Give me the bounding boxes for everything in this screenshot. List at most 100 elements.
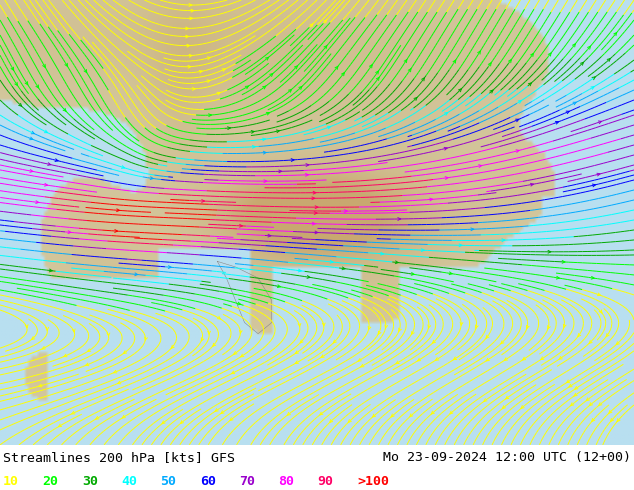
FancyArrowPatch shape bbox=[72, 329, 75, 332]
FancyArrowPatch shape bbox=[344, 210, 347, 213]
FancyArrowPatch shape bbox=[207, 57, 210, 60]
FancyArrowPatch shape bbox=[84, 70, 87, 73]
FancyArrowPatch shape bbox=[410, 414, 413, 417]
FancyArrowPatch shape bbox=[444, 113, 448, 115]
FancyArrowPatch shape bbox=[588, 46, 590, 49]
FancyArrowPatch shape bbox=[58, 424, 61, 427]
FancyArrowPatch shape bbox=[266, 57, 269, 60]
FancyArrowPatch shape bbox=[42, 346, 45, 349]
FancyArrowPatch shape bbox=[508, 60, 511, 63]
FancyArrowPatch shape bbox=[207, 80, 210, 83]
FancyArrowPatch shape bbox=[209, 114, 211, 117]
FancyArrowPatch shape bbox=[46, 327, 49, 330]
FancyArrowPatch shape bbox=[36, 201, 39, 203]
FancyArrowPatch shape bbox=[213, 343, 216, 346]
FancyArrowPatch shape bbox=[64, 354, 67, 357]
FancyArrowPatch shape bbox=[327, 126, 330, 129]
FancyArrowPatch shape bbox=[122, 166, 124, 169]
FancyArrowPatch shape bbox=[611, 418, 614, 421]
FancyArrowPatch shape bbox=[488, 63, 491, 66]
FancyArrowPatch shape bbox=[598, 121, 602, 123]
FancyArrowPatch shape bbox=[295, 351, 299, 353]
FancyArrowPatch shape bbox=[306, 173, 308, 176]
FancyArrowPatch shape bbox=[25, 82, 28, 85]
FancyArrowPatch shape bbox=[449, 272, 452, 275]
FancyArrowPatch shape bbox=[48, 163, 51, 166]
FancyArrowPatch shape bbox=[168, 266, 171, 269]
FancyArrowPatch shape bbox=[459, 244, 462, 246]
FancyArrowPatch shape bbox=[358, 359, 361, 361]
FancyArrowPatch shape bbox=[609, 410, 612, 413]
FancyArrowPatch shape bbox=[298, 269, 301, 272]
Text: 20: 20 bbox=[42, 475, 58, 489]
FancyArrowPatch shape bbox=[531, 53, 533, 56]
FancyArrowPatch shape bbox=[573, 102, 576, 105]
FancyArrowPatch shape bbox=[569, 384, 572, 387]
FancyArrowPatch shape bbox=[36, 85, 39, 88]
FancyArrowPatch shape bbox=[431, 411, 434, 414]
FancyArrowPatch shape bbox=[450, 411, 453, 414]
FancyArrowPatch shape bbox=[276, 130, 280, 133]
FancyArrowPatch shape bbox=[599, 310, 602, 313]
FancyArrowPatch shape bbox=[298, 323, 301, 326]
FancyArrowPatch shape bbox=[295, 361, 299, 364]
FancyArrowPatch shape bbox=[591, 276, 594, 279]
FancyArrowPatch shape bbox=[65, 63, 68, 66]
FancyArrowPatch shape bbox=[373, 414, 375, 417]
FancyArrowPatch shape bbox=[597, 173, 600, 176]
FancyArrowPatch shape bbox=[348, 419, 351, 422]
FancyArrowPatch shape bbox=[333, 340, 337, 343]
FancyArrowPatch shape bbox=[502, 239, 505, 242]
FancyArrowPatch shape bbox=[548, 250, 551, 253]
FancyArrowPatch shape bbox=[548, 53, 551, 56]
FancyArrowPatch shape bbox=[270, 74, 273, 76]
FancyArrowPatch shape bbox=[115, 230, 117, 232]
FancyArrowPatch shape bbox=[528, 83, 531, 86]
FancyArrowPatch shape bbox=[72, 412, 75, 414]
FancyArrowPatch shape bbox=[411, 272, 414, 275]
FancyArrowPatch shape bbox=[252, 146, 256, 148]
FancyArrowPatch shape bbox=[217, 92, 220, 95]
Text: 80: 80 bbox=[278, 475, 294, 489]
FancyArrowPatch shape bbox=[107, 333, 110, 336]
FancyArrowPatch shape bbox=[486, 335, 489, 338]
FancyArrowPatch shape bbox=[571, 403, 574, 406]
FancyArrowPatch shape bbox=[63, 108, 66, 111]
FancyArrowPatch shape bbox=[55, 159, 58, 162]
FancyArrowPatch shape bbox=[398, 218, 401, 220]
FancyArrowPatch shape bbox=[30, 137, 33, 140]
FancyArrowPatch shape bbox=[592, 418, 595, 421]
FancyArrowPatch shape bbox=[68, 231, 71, 234]
FancyArrowPatch shape bbox=[96, 416, 99, 419]
FancyArrowPatch shape bbox=[368, 326, 371, 329]
FancyArrowPatch shape bbox=[377, 77, 379, 80]
FancyArrowPatch shape bbox=[342, 267, 345, 270]
FancyArrowPatch shape bbox=[516, 150, 519, 152]
FancyArrowPatch shape bbox=[361, 364, 364, 367]
FancyArrowPatch shape bbox=[117, 209, 119, 212]
FancyArrowPatch shape bbox=[44, 183, 48, 186]
FancyArrowPatch shape bbox=[39, 384, 42, 387]
FancyArrowPatch shape bbox=[597, 293, 600, 295]
Text: 10: 10 bbox=[3, 475, 19, 489]
FancyArrowPatch shape bbox=[522, 357, 526, 360]
FancyArrowPatch shape bbox=[453, 357, 456, 360]
FancyArrowPatch shape bbox=[215, 409, 218, 411]
FancyArrowPatch shape bbox=[322, 323, 325, 326]
FancyArrowPatch shape bbox=[262, 86, 266, 89]
FancyArrowPatch shape bbox=[453, 60, 456, 63]
FancyArrowPatch shape bbox=[378, 331, 381, 334]
FancyArrowPatch shape bbox=[399, 328, 401, 331]
FancyArrowPatch shape bbox=[578, 334, 581, 337]
FancyArrowPatch shape bbox=[264, 180, 267, 183]
FancyArrowPatch shape bbox=[506, 396, 509, 399]
FancyArrowPatch shape bbox=[380, 252, 384, 255]
Text: 30: 30 bbox=[82, 475, 98, 489]
FancyArrowPatch shape bbox=[515, 119, 519, 122]
FancyArrowPatch shape bbox=[208, 331, 210, 334]
FancyArrowPatch shape bbox=[396, 261, 398, 264]
FancyArrowPatch shape bbox=[186, 27, 188, 30]
FancyArrowPatch shape bbox=[471, 228, 474, 231]
FancyArrowPatch shape bbox=[411, 331, 414, 334]
FancyArrowPatch shape bbox=[240, 224, 242, 227]
